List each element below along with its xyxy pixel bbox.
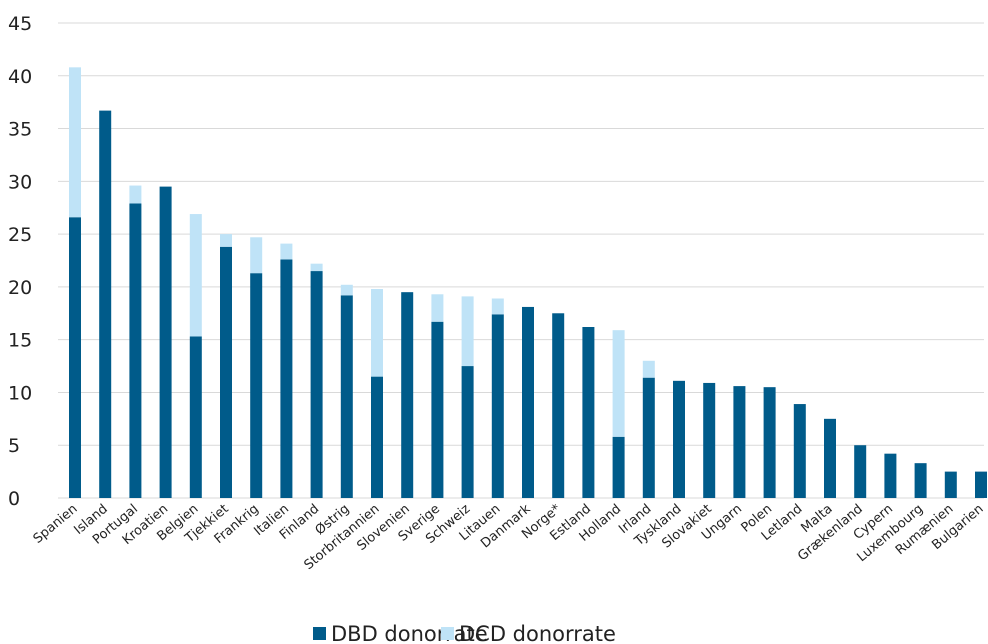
y-tick-label: 40 bbox=[8, 66, 32, 88]
bar-dbd bbox=[250, 273, 263, 498]
bar-dbd bbox=[824, 418, 836, 498]
bar-dcd bbox=[189, 214, 202, 337]
y-tick-label: 25 bbox=[8, 224, 32, 246]
y-tick-label: 35 bbox=[8, 119, 32, 141]
bar-dbd bbox=[733, 386, 746, 498]
bar-dbd bbox=[793, 404, 806, 498]
bar-dbd bbox=[642, 377, 655, 498]
bar-dbd bbox=[884, 453, 897, 498]
y-axis: 0 5 10 15 20 25 30 35 40 45 bbox=[8, 13, 32, 510]
y-tick-label: 30 bbox=[8, 171, 32, 193]
bar-dbd bbox=[703, 382, 716, 498]
y-tick-label: 0 bbox=[8, 488, 20, 510]
y-tick-label: 5 bbox=[8, 435, 20, 457]
bar-dbd bbox=[401, 292, 414, 498]
legend-label: DCD donorrate bbox=[459, 622, 616, 644]
bar-dbd bbox=[673, 380, 685, 498]
bar-dbd bbox=[612, 436, 625, 498]
y-tick-label: 45 bbox=[8, 13, 32, 35]
bar-dbd bbox=[461, 366, 474, 498]
bar-dbd bbox=[189, 336, 202, 498]
bar-dcd bbox=[612, 330, 625, 437]
bar-dcd bbox=[250, 237, 263, 274]
bar-dcd bbox=[129, 185, 142, 204]
bar-dbd bbox=[522, 306, 534, 498]
bar-dbd bbox=[975, 471, 987, 498]
y-tick-label: 20 bbox=[8, 277, 32, 299]
bar-dbd bbox=[220, 246, 232, 498]
bar-dcd bbox=[491, 298, 504, 315]
bar-dbd bbox=[491, 314, 504, 498]
bar-dbd bbox=[99, 110, 112, 499]
bar-dbd bbox=[340, 295, 353, 498]
gridlines bbox=[58, 22, 984, 499]
bar-dcd bbox=[461, 296, 474, 367]
bar-dbd bbox=[944, 471, 957, 498]
bar-dcd bbox=[310, 263, 323, 272]
bar-dcd bbox=[280, 243, 293, 260]
legend-swatch bbox=[313, 627, 326, 640]
bar-dbd bbox=[582, 327, 595, 498]
bar-dbd bbox=[129, 203, 142, 498]
bar-dcd bbox=[642, 360, 655, 378]
bar-dbd bbox=[431, 321, 444, 498]
bar-dbd bbox=[280, 259, 293, 498]
x-axis: SpanienIslandPortugalKroatienBelgienTjek… bbox=[31, 501, 987, 573]
bar-dcd bbox=[371, 289, 383, 377]
bar-dbd bbox=[854, 445, 867, 498]
y-tick-label: 10 bbox=[8, 382, 32, 404]
bar-dcd bbox=[220, 234, 232, 247]
bar-dcd bbox=[431, 294, 444, 322]
y-tick-label: 15 bbox=[8, 330, 32, 352]
bar-dcd bbox=[340, 284, 353, 296]
bar-dbd bbox=[552, 313, 565, 498]
bar-dcd bbox=[69, 67, 81, 218]
bar-dbd bbox=[763, 387, 776, 498]
legend-swatch bbox=[441, 627, 454, 640]
bar-dbd bbox=[69, 217, 81, 498]
bars bbox=[69, 67, 987, 499]
bar-dbd bbox=[310, 271, 323, 498]
bar-dbd bbox=[371, 376, 383, 498]
bar-dbd bbox=[159, 186, 172, 499]
bar-dbd bbox=[914, 463, 927, 498]
